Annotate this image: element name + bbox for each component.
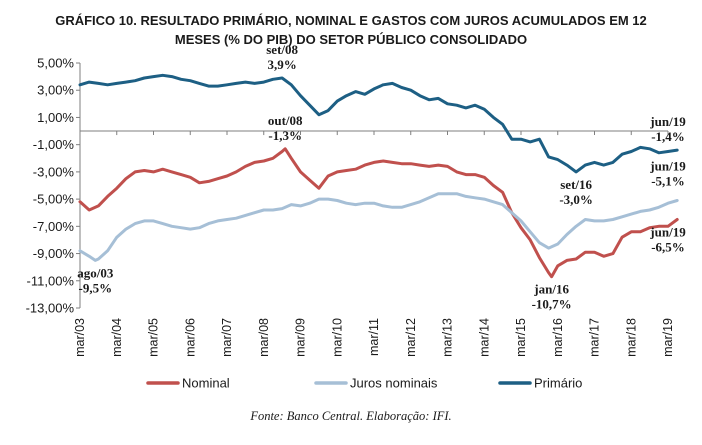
- x-tick-label: mar/05: [147, 318, 161, 357]
- annotation-line: -3,0%: [559, 192, 593, 207]
- chart-title: GRÁFICO 10. RESULTADO PRIMÁRIO, NOMINAL …: [55, 13, 647, 47]
- x-tick-label: mar/15: [514, 318, 528, 357]
- annotation-out-08: out/08-1,3%: [268, 113, 303, 143]
- x-tick-label: mar/17: [588, 318, 602, 357]
- annotation-line: set/16: [560, 177, 592, 192]
- y-tick-label: -5,00%: [33, 192, 75, 207]
- y-tick-label: -3,00%: [33, 164, 75, 179]
- annotation-jun-19: jun/19-5,1%: [649, 158, 686, 188]
- annotation-line: jan/16: [533, 282, 569, 297]
- x-tick-label: mar/18: [624, 318, 638, 357]
- annotation-line: set/08: [266, 42, 298, 57]
- annotation-set-16: set/16-3,0%: [559, 177, 593, 207]
- annotation-line: jun/19: [649, 225, 686, 240]
- x-tick-label: mar/08: [257, 318, 271, 357]
- annotation-jun-19: jun/19-1,4%: [649, 114, 686, 144]
- y-axis: 5,00% 3,00% 1,00% -1,00% -3,00% -5,00% -7,00% -…: [26, 56, 81, 316]
- chart-title-line-2: MESES (% DO PIB) DO SETOR PÚBLICO CONSOL…: [175, 32, 527, 47]
- annotation-line: -5,1%: [651, 173, 685, 188]
- series-line-juros-nominais: [78, 192, 679, 262]
- chart-title-line-1: GRÁFICO 10. RESULTADO PRIMÁRIO, NOMINAL …: [55, 13, 647, 28]
- x-tick-label: mar/04: [110, 318, 124, 357]
- legend-label: Primário: [534, 376, 582, 391]
- annotation-ago-03: ago/03-9,5%: [77, 265, 114, 295]
- annotation-line: out/08: [268, 113, 303, 128]
- x-tick-label: mar/07: [220, 318, 234, 357]
- x-tick-label: mar/14: [477, 318, 491, 357]
- annotation-line: -1,3%: [268, 128, 302, 143]
- x-tick-label: mar/11: [367, 318, 381, 356]
- legend: Nominal Juros nominais Primário: [146, 376, 582, 391]
- y-tick-label: -7,00%: [33, 219, 75, 234]
- x-tick-label: mar/12: [404, 318, 418, 357]
- x-tick-label: mar/06: [183, 318, 197, 357]
- x-axis: mar/03 mar/04 mar/05 mar/06 mar/07 mar/08 mar/…: [73, 130, 675, 357]
- annotation-set-08: set/083,9%: [266, 42, 298, 72]
- annotation-jan-16: jan/16-10,7%: [532, 282, 572, 312]
- series-lines: [78, 73, 679, 279]
- x-tick-label: mar/03: [73, 318, 87, 357]
- annotation-jun-19: jun/19-6,5%: [649, 225, 686, 255]
- y-tick-label: -11,00%: [27, 273, 75, 288]
- annotation-line: -1,4%: [651, 129, 685, 144]
- x-tick-label: mar/13: [441, 318, 455, 357]
- legend-label: Juros nominais: [350, 376, 438, 391]
- y-tick-label: -9,00%: [33, 246, 75, 261]
- y-tick-label: 1,00%: [37, 110, 74, 125]
- legend-label: Nominal: [182, 376, 230, 391]
- x-tick-label: mar/10: [330, 318, 344, 357]
- annotation-line: -9,5%: [79, 280, 113, 295]
- series-line-prim-rio: [78, 73, 679, 174]
- annotations: set/083,9%out/08-1,3%ago/03-9,5% jan/16-1…: [77, 42, 686, 312]
- source-note: Fonte: Banco Central. Elaboração: IFI.: [249, 409, 451, 423]
- y-tick-label: -1,00%: [33, 137, 75, 152]
- annotation-line: -6,5%: [651, 240, 685, 255]
- y-tick-label: 3,00%: [37, 83, 74, 98]
- series-line-nominal: [78, 147, 679, 279]
- annotation-line: jun/19: [649, 158, 686, 173]
- legend-item-prim-rio: Primário: [498, 376, 582, 391]
- annotation-line: 3,9%: [268, 57, 297, 72]
- annotation-line: ago/03: [77, 265, 114, 280]
- y-tick-label: 5,00%: [37, 56, 74, 71]
- legend-item-juros-nominais: Juros nominais: [314, 376, 438, 391]
- x-tick-label: mar/16: [551, 318, 565, 357]
- x-tick-label: mar/09: [294, 318, 308, 357]
- x-tick-label: mar/19: [661, 318, 675, 357]
- y-tick-label: -13,00%: [26, 301, 75, 316]
- legend-item-nominal: Nominal: [146, 376, 230, 391]
- annotation-line: jun/19: [649, 114, 686, 129]
- annotation-line: -10,7%: [532, 297, 572, 312]
